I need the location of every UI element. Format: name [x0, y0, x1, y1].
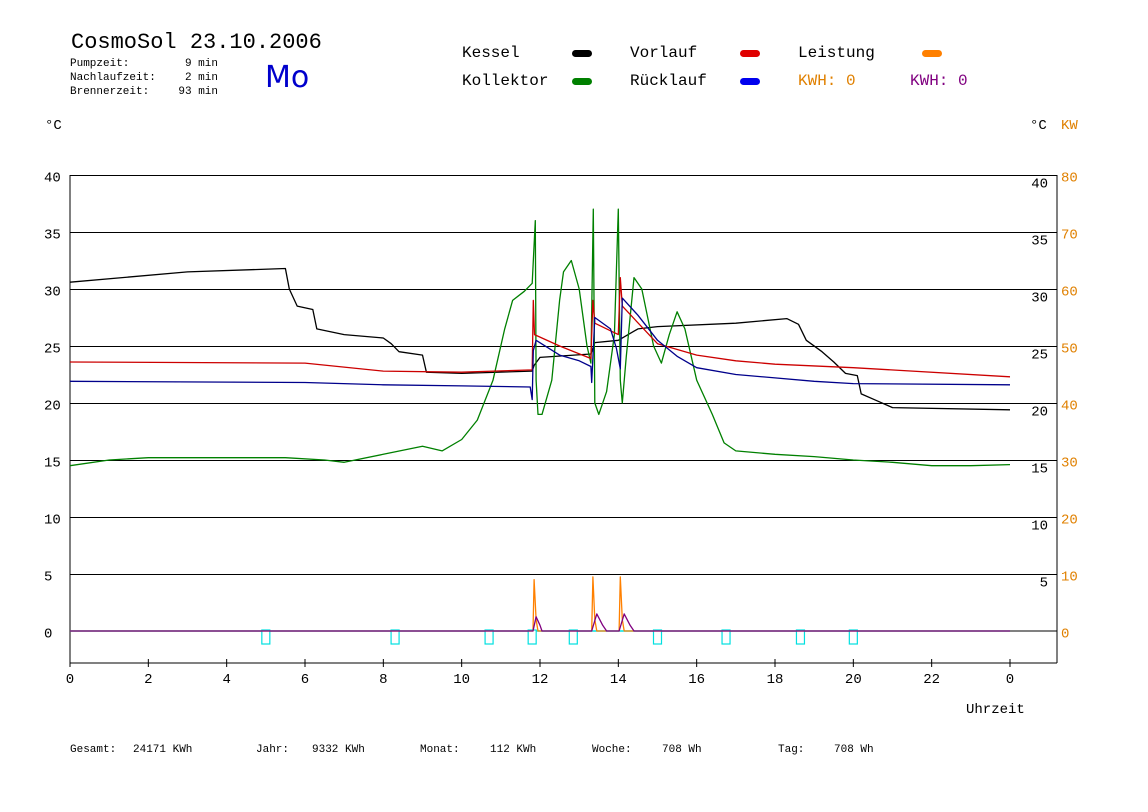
right-axis-unit-kw: KW	[1061, 118, 1078, 134]
legend-kwh-total: KWH: 0	[910, 72, 968, 90]
x-tick-label: 2	[144, 672, 152, 688]
stat-brennerzeit-value: 93 min	[178, 86, 218, 98]
right-axis-unit-celsius: °C	[1030, 118, 1047, 134]
footer-woche-label: Woche:	[592, 744, 632, 756]
stat-pumpzeit-label: Pumpzeit:	[70, 58, 130, 70]
y-tick-label-right-kw: 0	[1061, 627, 1069, 643]
pump-marker	[390, 629, 400, 645]
legend-kollektor-swatch	[572, 78, 592, 85]
y-tick-label-right-kw: 40	[1061, 399, 1078, 415]
y-tick-label-right-celsius: 20	[1031, 405, 1048, 421]
y-tick-label-left: 35	[44, 228, 61, 244]
x-tick-label: 20	[845, 672, 862, 688]
x-tick-label: 22	[923, 672, 940, 688]
x-tick-label: 8	[379, 672, 387, 688]
x-tick-label: 6	[301, 672, 309, 688]
footer-monat-label: Monat:	[420, 744, 460, 756]
footer-jahr-label: Jahr:	[256, 744, 290, 756]
pump-marker	[848, 629, 858, 645]
stat-nachlaufzeit-value: 2 min	[184, 72, 218, 84]
y-tick-label-right-kw: 30	[1061, 456, 1078, 472]
pump-marker	[484, 629, 494, 645]
x-tick-label: 0	[66, 672, 74, 688]
y-tick-label-right-celsius: 35	[1031, 234, 1048, 250]
x-tick-label: 10	[453, 672, 470, 688]
y-tick-label-right-celsius: 25	[1031, 348, 1048, 364]
series-line-vorlauf	[69, 276, 1011, 378]
legend-kessel-label: Kessel	[462, 44, 520, 62]
legend-leistung-label: Leistung	[798, 44, 875, 62]
y-tick-label-right-kw: 60	[1061, 285, 1078, 301]
pump-marker	[527, 629, 537, 645]
pump-marker	[721, 629, 731, 645]
left-axis-unit: °C	[45, 118, 62, 134]
y-tick-label-left: 5	[44, 570, 52, 586]
y-tick-label-left: 30	[44, 285, 61, 301]
weekday-label: Mo	[265, 60, 310, 95]
footer-monat-value: 112 KWh	[490, 744, 537, 756]
footer-woche-value: 708 Wh	[662, 744, 702, 756]
stat-brennerzeit-label: Brennerzeit:	[70, 86, 150, 98]
footer-gesamt-value: 24171 KWh	[133, 744, 193, 756]
legend-kessel-swatch	[572, 50, 592, 57]
legend-vorlauf-label: Vorlauf	[630, 44, 698, 62]
y-tick-label-right-celsius: 40	[1031, 177, 1048, 193]
y-tick-label-right-kw: 20	[1061, 513, 1078, 529]
y-tick-label-right-celsius: 30	[1031, 291, 1048, 307]
footer-gesamt-label: Gesamt:	[70, 744, 117, 756]
x-tick-label: 12	[532, 672, 549, 688]
pump-marker	[568, 629, 578, 645]
series-line-kwh	[70, 613, 1010, 632]
y-tick-label-right-kw: 70	[1061, 228, 1078, 244]
legend-kwh-leistung: KWH: 0	[798, 72, 856, 90]
legend-ruecklauf-swatch	[740, 78, 760, 85]
legend-ruecklauf-label: Rücklauf	[630, 72, 707, 90]
x-tick-label: 4	[222, 672, 230, 688]
stat-nachlaufzeit-label: Nachlaufzeit:	[70, 72, 156, 84]
y-tick-label-left: 0	[44, 627, 52, 643]
chart-title: CosmoSol 23.10.2006	[71, 30, 322, 55]
y-tick-label-right-celsius: 5	[1040, 576, 1048, 592]
legend-leistung-swatch	[922, 50, 942, 57]
y-tick-label-right-kw: 10	[1061, 570, 1078, 586]
legend-kollektor-label: Kollektor	[462, 72, 549, 90]
series-line-leistung	[70, 576, 1010, 632]
pump-marker	[795, 629, 806, 645]
x-axis-label: Uhrzeit	[966, 702, 1025, 718]
y-tick-label-right-kw: 50	[1061, 342, 1078, 358]
y-tick-label-right-celsius: 10	[1031, 519, 1048, 535]
x-tick-label: 18	[767, 672, 784, 688]
y-tick-label-left: 15	[44, 456, 61, 472]
y-tick-label-left: 20	[44, 399, 61, 415]
legend-vorlauf-swatch	[740, 50, 760, 57]
series-line-kollektor	[69, 208, 1011, 467]
x-tick-label: 0	[1006, 672, 1014, 688]
y-tick-label-left: 25	[44, 342, 61, 358]
series-line-rcklauf	[69, 297, 1011, 401]
x-tick-label: 14	[610, 672, 627, 688]
pump-marker	[261, 629, 271, 645]
stat-pumpzeit-value: 9 min	[184, 58, 218, 70]
y-tick-label-right-kw: 80	[1061, 171, 1078, 187]
y-tick-label-left: 40	[44, 171, 61, 187]
x-tick-label: 16	[688, 672, 705, 688]
y-tick-label-right-celsius: 15	[1031, 462, 1048, 478]
footer-jahr-value: 9332 KWh	[312, 744, 365, 756]
y-tick-label-left: 10	[44, 513, 61, 529]
footer-tag-value: 708 Wh	[834, 744, 874, 756]
pump-marker	[652, 629, 663, 645]
footer-tag-label: Tag:	[778, 744, 805, 756]
